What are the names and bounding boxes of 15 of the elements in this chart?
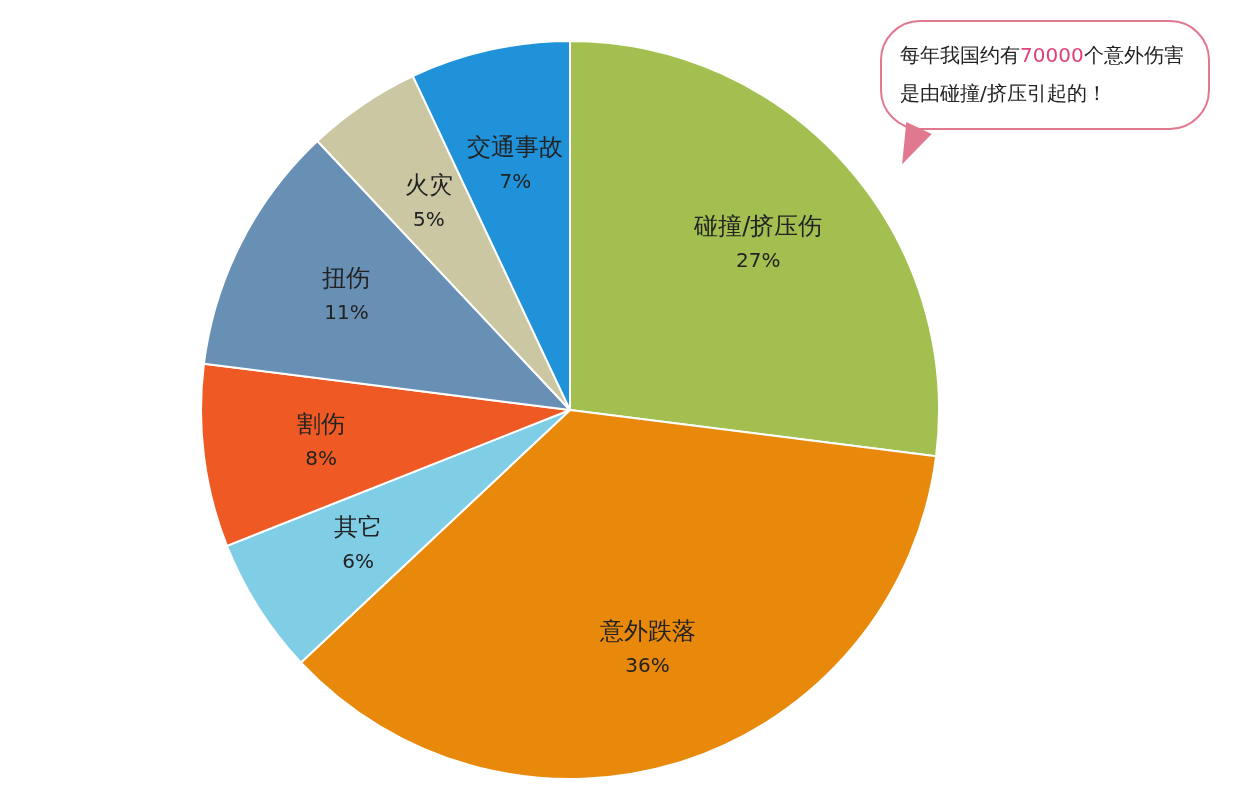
slice-label: 意外跌落 <box>598 616 696 645</box>
data-label: 11% <box>324 300 369 325</box>
data-label: 5% <box>413 206 445 231</box>
data-label: 27% <box>735 248 781 273</box>
slice-label: 火灾 <box>404 170 453 199</box>
slice-label: 交通事故 <box>467 133 564 162</box>
slice-label: 割伤 <box>297 409 346 438</box>
slice-label: 其它 <box>334 512 383 541</box>
slice-label: 扭伤 <box>322 264 371 293</box>
data-label: 36% <box>625 652 670 677</box>
data-label: 6% <box>342 548 375 573</box>
slice-label: 碰撞/挤压伤 <box>693 212 823 241</box>
data-label: 7% <box>499 169 532 194</box>
text: 每年我国约有70000个意外伤害是由碰撞/挤压引起的！ <box>900 43 1184 105</box>
data-label: 8% <box>305 445 337 470</box>
